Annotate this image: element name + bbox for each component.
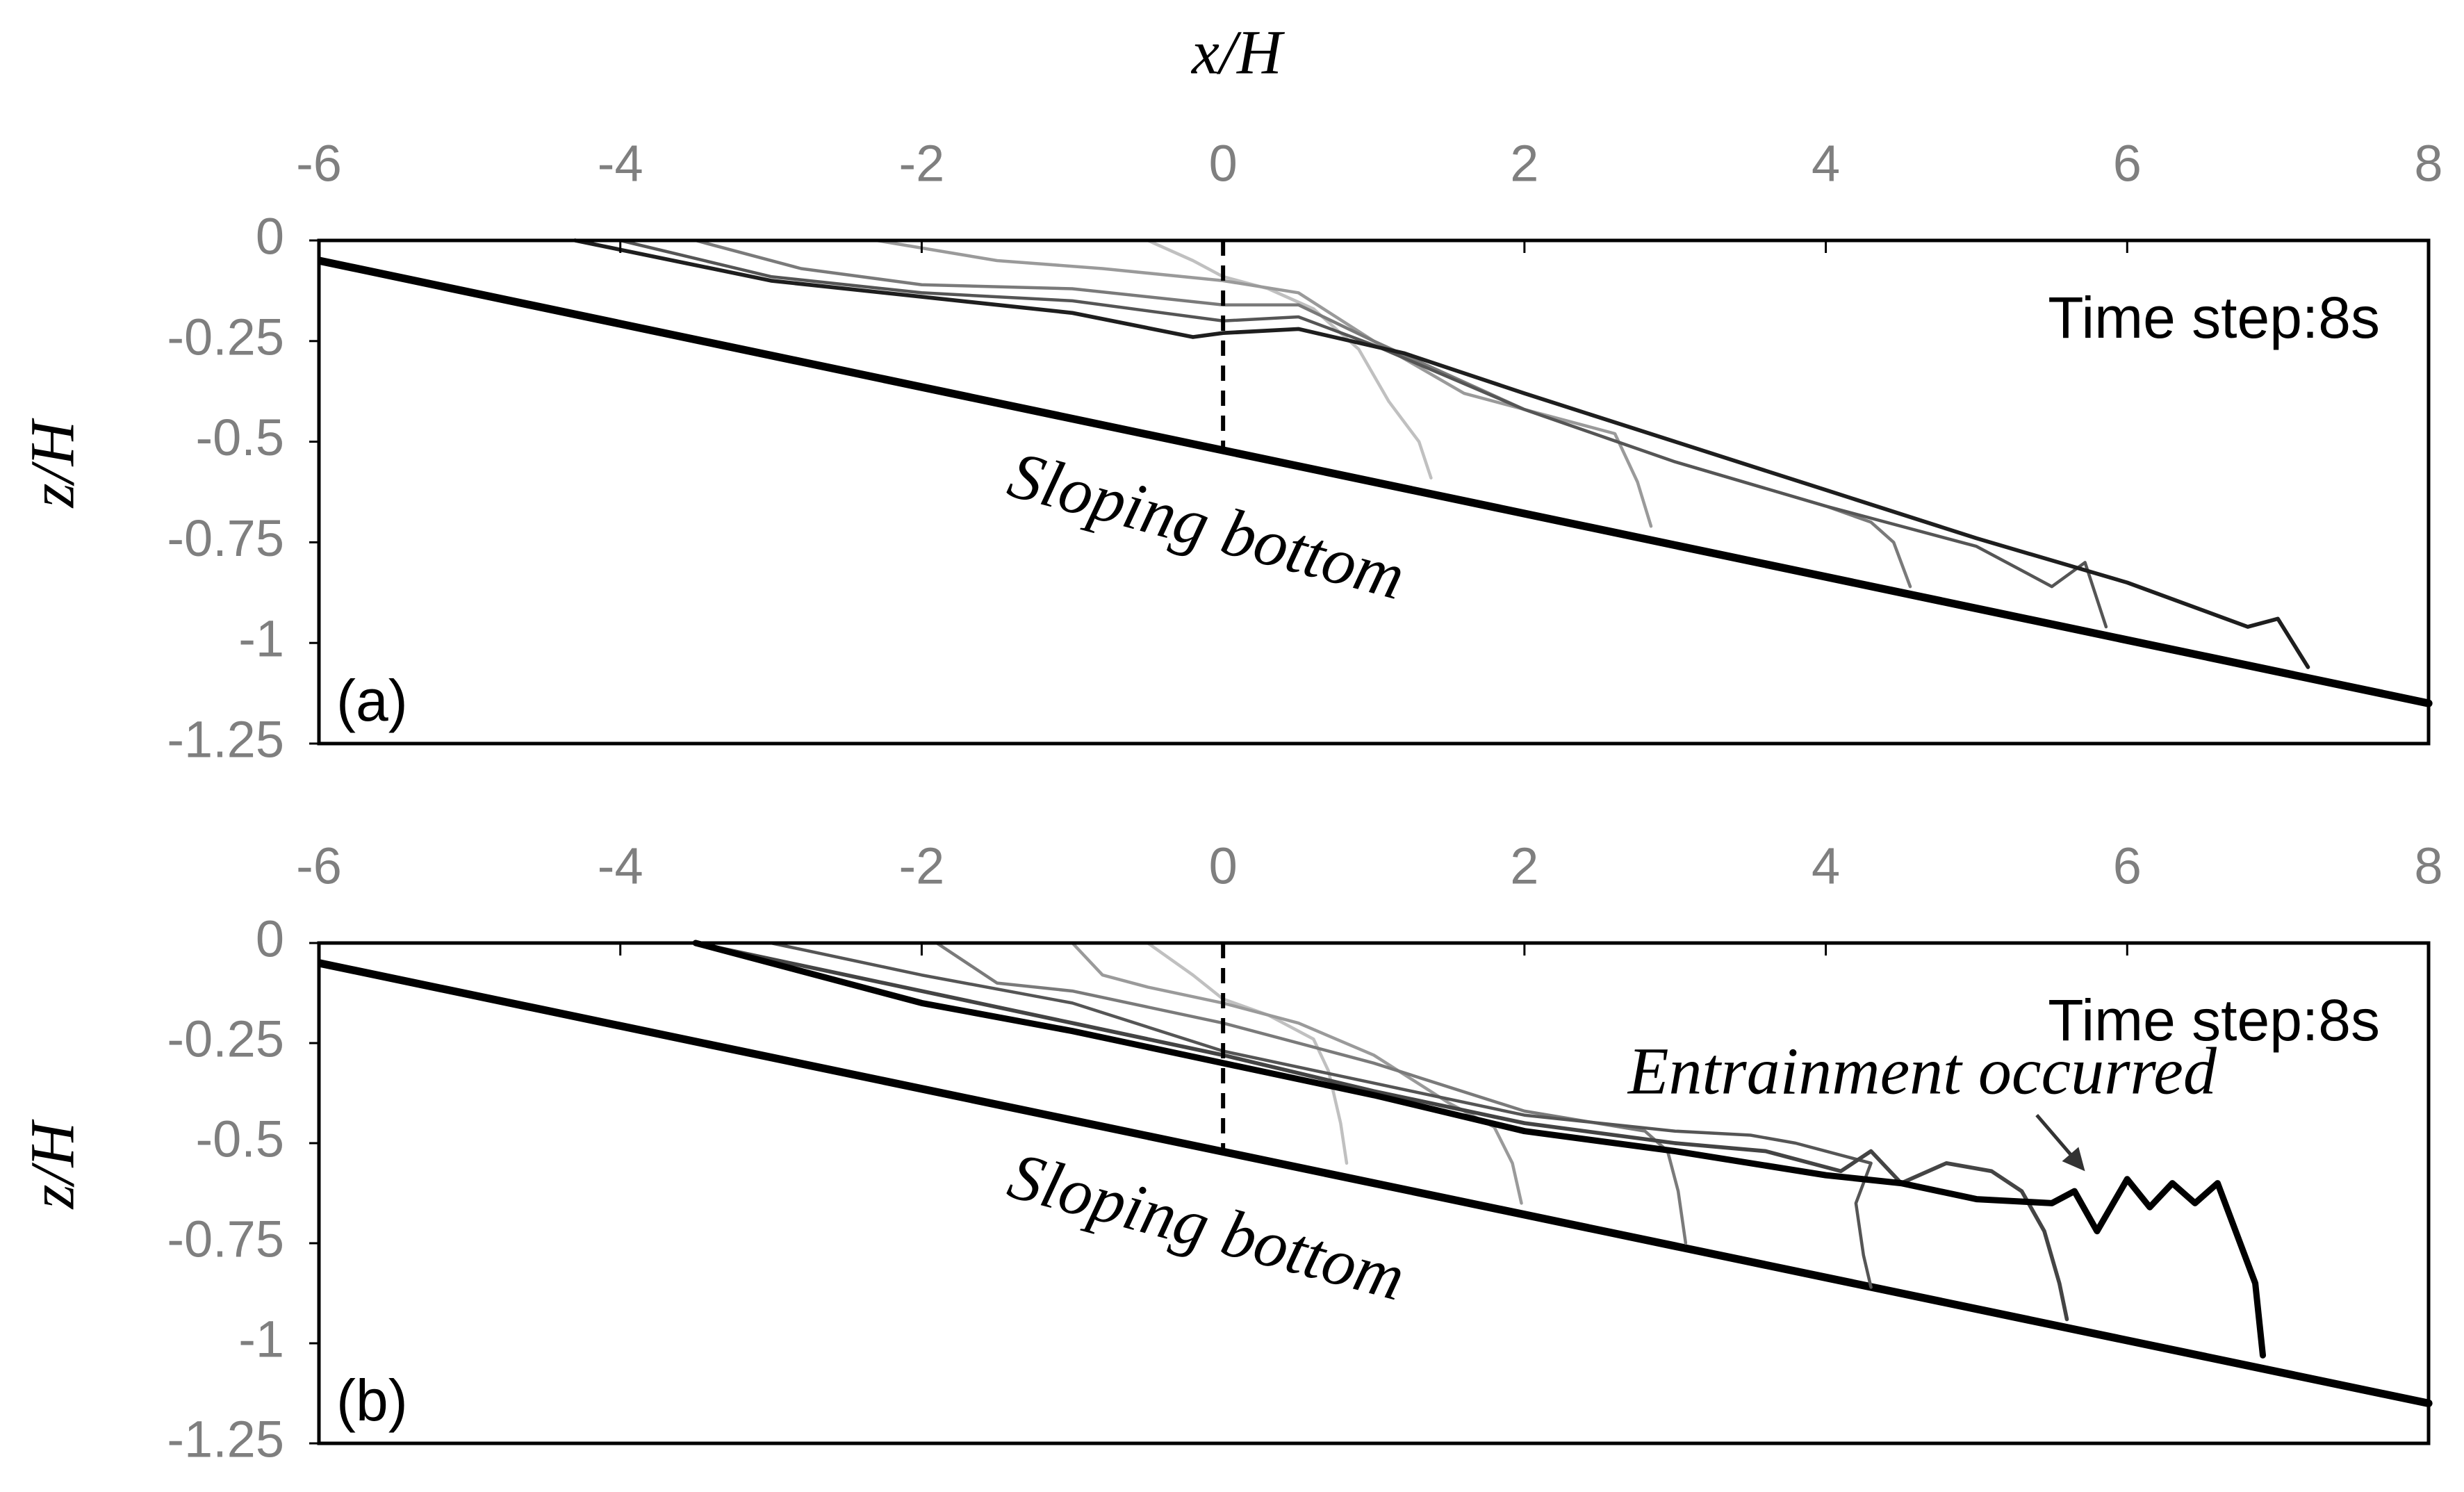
series-line (573, 238, 2310, 669)
x-tick-label: 6 (2113, 837, 2142, 895)
x-tick-label: 4 (1812, 135, 1840, 192)
plot (319, 940, 2433, 1408)
plot-frame (317, 238, 2431, 746)
annotation: Entrainment occurred (1627, 1033, 2217, 1108)
plot-frame (317, 941, 2431, 1445)
x-tick-label: -2 (899, 837, 945, 895)
series-line (935, 941, 1688, 1245)
x-tick-label: -6 (296, 135, 342, 192)
series-line (769, 941, 1873, 1289)
x-tick-label: 8 (2414, 837, 2442, 895)
y-tick-label: -1 (238, 610, 284, 668)
y-tick-label: -0.75 (167, 1211, 284, 1268)
y-tick-label: -0.5 (195, 409, 284, 466)
x-tick-label: 4 (1812, 837, 1840, 895)
series-line (618, 238, 2108, 629)
y-tick-label: 0 (256, 910, 284, 968)
x-tick-label: -4 (598, 837, 643, 895)
x-tick-label: 2 (1510, 135, 1538, 192)
x-tick-label: 0 (1209, 837, 1238, 895)
y-tick-label: -1.25 (167, 1411, 284, 1468)
series-line (319, 256, 2433, 707)
arrow-shaft (2035, 1114, 2073, 1158)
y-axis-title: z/H (19, 417, 88, 509)
series-line (1146, 941, 1349, 1165)
y-tick-label: 0 (256, 208, 284, 265)
x-tick-label: -2 (899, 135, 945, 192)
time-label: Time step:8s (2048, 987, 2380, 1053)
x-tick-label: 8 (2414, 135, 2442, 192)
panel-label: (a) (336, 668, 408, 733)
plot (319, 238, 2433, 707)
series-line (319, 959, 2433, 1408)
x-tick-label: 6 (2113, 135, 2142, 192)
y-tick-label: -0.25 (167, 1010, 284, 1068)
y-tick-label: -0.75 (167, 509, 284, 567)
x-tick-label: 0 (1209, 135, 1238, 192)
series-line (693, 238, 1912, 589)
y-tick-label: -0.25 (167, 308, 284, 366)
time-label: Time step:8s (2048, 285, 2380, 350)
bottom-label: Sloping bottom (1001, 437, 1413, 614)
x-tick-label: -4 (598, 135, 643, 192)
y-tick-label: -1 (238, 1311, 284, 1368)
series-line (692, 940, 2267, 1359)
arrow-head (2062, 1147, 2085, 1172)
series-line (1146, 238, 1433, 479)
y-tick-label: -1.25 (167, 711, 284, 769)
x-axis-title: x/H (1190, 19, 1286, 88)
bottom-label: Sloping bottom (1001, 1138, 1413, 1315)
y-tick-label: -0.5 (195, 1110, 284, 1168)
panel-label: (b) (336, 1368, 408, 1433)
series-line (875, 238, 1653, 528)
x-tick-label: 2 (1510, 837, 1538, 895)
series-line (1071, 941, 1523, 1205)
y-axis-title: z/H (19, 1118, 88, 1210)
x-tick-label: -6 (296, 837, 342, 895)
